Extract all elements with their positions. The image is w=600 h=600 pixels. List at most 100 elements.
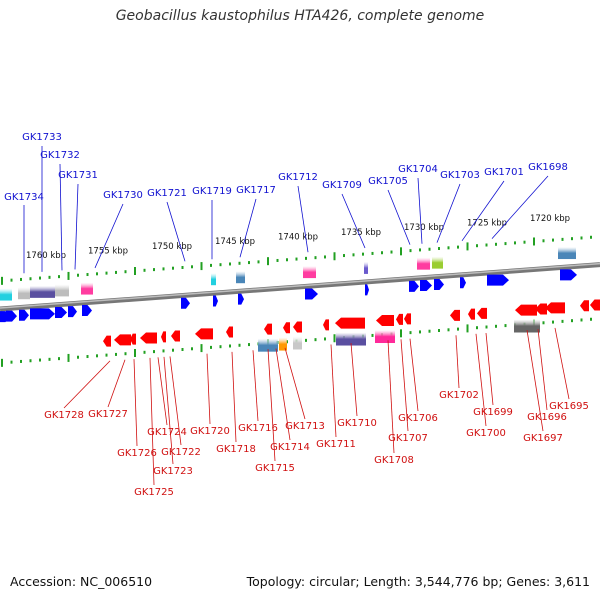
forward-leader-line bbox=[387, 189, 411, 245]
reverse-gene-label: GK1695 bbox=[549, 401, 589, 412]
reverse-leader-line bbox=[252, 350, 259, 422]
chart-title: Geobacillus kaustophilus HTA426, complet… bbox=[115, 8, 485, 24]
forward-gene-label: GK1733 bbox=[22, 132, 62, 143]
backbone bbox=[0, 262, 600, 312]
accession-label: Accession: NC_006510 bbox=[10, 574, 153, 589]
forward-gene-arrow bbox=[82, 305, 92, 317]
upper-feature-box bbox=[364, 261, 368, 274]
reverse-gene-arrow bbox=[450, 309, 460, 321]
reverse-gene-label: GK1696 bbox=[527, 412, 567, 423]
scale-label: 1740 kbp bbox=[278, 232, 318, 242]
scale-label: 1750 kbp bbox=[152, 242, 192, 252]
reverse-leader-line bbox=[149, 357, 155, 486]
forward-gene-label: GK1698 bbox=[528, 162, 568, 173]
forward-leader-line bbox=[491, 175, 549, 239]
scale-label: 1745 kbp bbox=[215, 237, 255, 247]
reverse-leader-line bbox=[284, 347, 306, 420]
scale-label: 1720 kbp bbox=[530, 214, 570, 224]
reverse-gene-arrow bbox=[140, 332, 157, 344]
forward-gene-label: GK1721 bbox=[147, 188, 187, 199]
forward-gene-arrow bbox=[181, 297, 190, 309]
upper-feature-box bbox=[0, 288, 12, 301]
reverse-gene-label: GK1723 bbox=[153, 466, 193, 477]
scale-label: 1730 kbp bbox=[404, 223, 444, 233]
forward-gene-arrow bbox=[487, 274, 509, 286]
reverse-gene-label: GK1699 bbox=[473, 407, 513, 418]
upper-feature-box bbox=[236, 271, 245, 284]
forward-gene-label: GK1719 bbox=[192, 186, 232, 197]
reverse-leader-line bbox=[475, 333, 487, 427]
forward-gene-label: GK1705 bbox=[368, 176, 408, 187]
reverse-leader-line bbox=[409, 338, 419, 412]
forward-leader-line bbox=[239, 198, 257, 258]
reverse-gene-label: GK1724 bbox=[147, 427, 187, 438]
forward-gene-arrow bbox=[55, 306, 67, 318]
reverse-gene-arrow bbox=[404, 313, 411, 325]
reverse-gene-label: GK1710 bbox=[337, 418, 377, 429]
forward-gene-arrow bbox=[409, 280, 419, 292]
forward-gene-arrow bbox=[68, 306, 77, 318]
reverse-gene-label: GK1727 bbox=[88, 409, 128, 420]
upper-tick-row bbox=[1, 235, 592, 285]
forward-gene-label: GK1709 bbox=[322, 180, 362, 191]
forward-gene-arrow bbox=[365, 284, 369, 296]
upper-feature-box bbox=[303, 266, 316, 279]
lower-feature-box bbox=[336, 332, 366, 346]
reverse-leader-line bbox=[267, 349, 276, 462]
scale-label: 1725 kbp bbox=[467, 218, 507, 228]
reverse-gene-arrow bbox=[468, 308, 475, 320]
reverse-leader-line bbox=[537, 329, 548, 411]
upper-feature-box bbox=[81, 282, 93, 295]
forward-gene-label: GK1703 bbox=[440, 170, 480, 181]
reverse-leader-line bbox=[275, 348, 291, 441]
reverse-leader-line bbox=[387, 340, 395, 454]
forward-gene-label: GK1734 bbox=[4, 192, 44, 203]
reverse-gene-arrow bbox=[103, 335, 111, 347]
upper-feature-box bbox=[211, 273, 216, 286]
forward-gene-label: GK1704 bbox=[398, 164, 438, 175]
reverse-gene-label: GK1700 bbox=[466, 428, 506, 439]
reverse-gene-label: GK1697 bbox=[523, 433, 563, 444]
reverse-gene-arrow bbox=[545, 302, 565, 314]
upper-feature-box bbox=[417, 257, 430, 270]
lower-feature-box bbox=[375, 330, 395, 344]
forward-gene-label: GK1712 bbox=[278, 172, 318, 183]
upper-feature-box bbox=[558, 247, 576, 260]
reverse-gene-label: GK1714 bbox=[270, 442, 310, 453]
reverse-leader-line bbox=[107, 359, 126, 408]
reverse-gene-arrow bbox=[515, 304, 537, 316]
reverse-leader-line bbox=[554, 327, 570, 400]
reverse-gene-arrow bbox=[477, 307, 487, 319]
reverse-gene-label: GK1722 bbox=[161, 447, 201, 458]
scale-label: 1735 kbp bbox=[341, 228, 381, 238]
upper-feature-box bbox=[30, 285, 55, 298]
forward-leader-line bbox=[74, 183, 79, 270]
reverse-gene-label: GK1726 bbox=[117, 448, 157, 459]
forward-gene-arrow bbox=[420, 279, 432, 291]
forward-leader-line bbox=[59, 163, 63, 271]
backbone-highlight bbox=[0, 262, 600, 309]
reverse-gene-arrow bbox=[114, 334, 131, 346]
reverse-gene-arrow bbox=[376, 315, 394, 327]
forward-gene-arrow bbox=[6, 310, 17, 322]
reverse-gene-label: GK1711 bbox=[316, 439, 356, 450]
reverse-gene-label: GK1718 bbox=[216, 444, 256, 455]
reverse-gene-label: GK1720 bbox=[190, 426, 230, 437]
forward-gene-arrow bbox=[238, 293, 244, 305]
forward-leader-line bbox=[417, 177, 423, 244]
reverse-leader-line bbox=[350, 342, 358, 417]
reverse-gene-arrow bbox=[226, 326, 233, 338]
reverse-leader-line bbox=[400, 339, 409, 432]
forward-gene-arrow bbox=[460, 277, 466, 289]
forward-gene-arrow bbox=[19, 309, 29, 321]
reverse-gene-label: GK1715 bbox=[255, 463, 295, 474]
reverse-gene-arrow bbox=[535, 303, 547, 315]
summary-label: Topology: circular; Length: 3,544,776 bp… bbox=[246, 574, 590, 589]
lower-feature-box bbox=[279, 337, 287, 351]
reverse-gene-arrow bbox=[323, 319, 329, 331]
forward-gene-label: GK1731 bbox=[58, 170, 98, 181]
reverse-gene-label: GK1728 bbox=[44, 410, 84, 421]
forward-gene-label: GK1717 bbox=[236, 185, 276, 196]
forward-gene-label: GK1701 bbox=[484, 167, 524, 178]
